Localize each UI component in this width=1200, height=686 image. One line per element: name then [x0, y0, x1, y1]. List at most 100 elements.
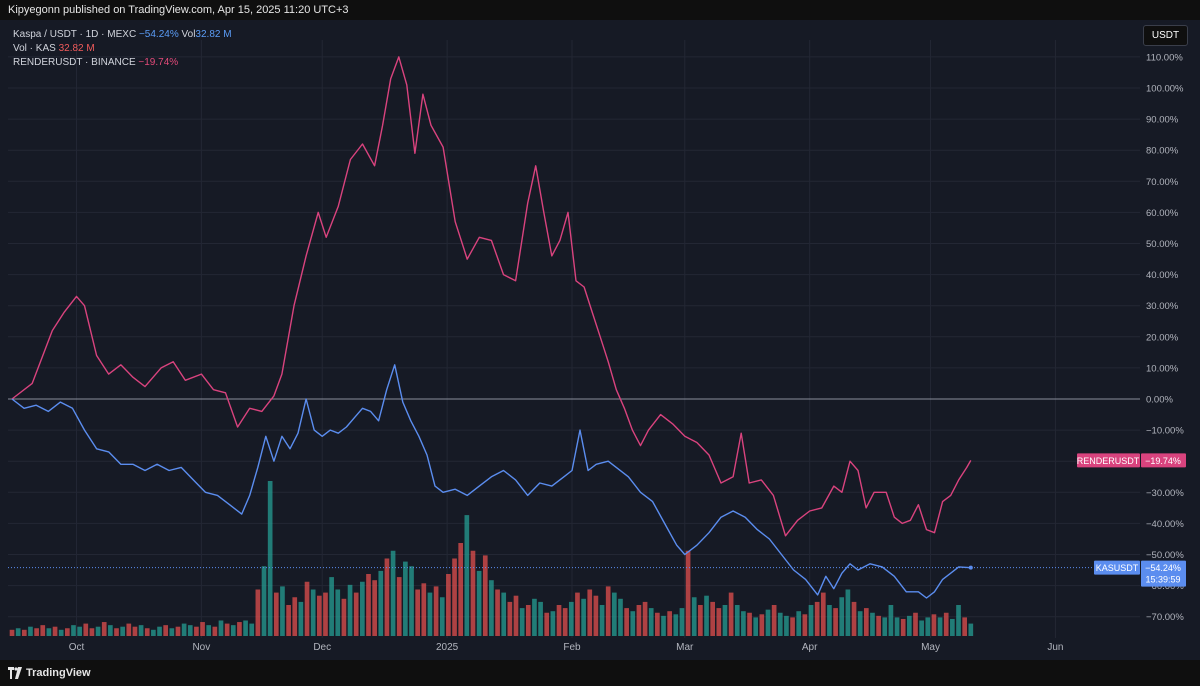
volume-bar: [943, 612, 949, 636]
second-symbol: RENDERUSDT · BINANCE: [13, 57, 136, 68]
grid-lines: [8, 40, 1140, 638]
volume-bar: [243, 620, 248, 636]
x-tick-label: Jun: [1047, 642, 1063, 653]
volume-bar: [661, 615, 666, 636]
volume-bar: [612, 592, 617, 636]
volume-bar: [839, 597, 845, 636]
volume-bar: [470, 550, 476, 636]
volume-bar: [550, 611, 556, 636]
legend-second-row[interactable]: RENDERUSDT · BINANCE −19.74%: [13, 56, 232, 70]
volume-bar: [249, 623, 255, 636]
volume-bar: [83, 623, 89, 636]
volume-bar: [40, 625, 46, 636]
legend-main-row[interactable]: Kaspa / USDT · 1D · MEXC −54.24% Vol32.8…: [13, 28, 232, 42]
y-tick-label: 110.00%: [1146, 52, 1183, 63]
volume-bar: [501, 592, 507, 636]
volume-bar: [372, 580, 377, 636]
volume-bar: [704, 595, 709, 636]
volume-bar: [587, 589, 593, 636]
volume-bar: [384, 558, 390, 636]
volume-bar: [212, 626, 218, 636]
volume-bar: [378, 570, 384, 636]
volume-bar: [624, 608, 629, 636]
volume-bar: [335, 589, 341, 636]
volume-bar: [962, 617, 967, 636]
render-value-tag-text: −19.74%: [1145, 456, 1181, 466]
volume-bar: [181, 623, 187, 636]
volume-bar: [618, 598, 623, 636]
volume-bar: [224, 623, 230, 636]
y-tick-label: −10.00%: [1146, 426, 1184, 437]
volume-bar: [820, 592, 826, 636]
volume-bar: [396, 577, 402, 636]
second-change: −19.74%: [138, 57, 179, 68]
kas-value-tag: [1141, 560, 1186, 587]
volume-bar: [876, 615, 881, 636]
volume-bars: [9, 481, 974, 636]
volume-bar: [507, 601, 513, 636]
volume-bar: [353, 592, 359, 636]
volume-bar: [630, 611, 636, 636]
publish-text: Kipyegonn published on TradingView.com, …: [8, 4, 349, 16]
x-tick-label: Dec: [313, 642, 331, 653]
volume-bar: [273, 592, 279, 636]
volume-bar: [286, 605, 291, 636]
render-name-tag: [1077, 453, 1140, 468]
x-tick-label: Feb: [563, 642, 581, 653]
volume-bar: [777, 612, 783, 636]
volume-bar: [857, 611, 863, 636]
currency-unit-button[interactable]: USDT: [1143, 25, 1188, 46]
volume-bar: [439, 597, 445, 636]
volume-bar: [808, 605, 814, 636]
volume-bar: [175, 626, 181, 636]
legend-volume-row[interactable]: Vol · KAS 32.82 M: [13, 42, 232, 56]
volume-bar: [267, 481, 273, 636]
x-tick-label: Oct: [69, 642, 85, 653]
volume-bar: [538, 601, 543, 636]
volume-bar: [925, 617, 931, 636]
y-tick-label: 90.00%: [1146, 115, 1179, 126]
volume-bar: [169, 628, 175, 636]
volume-bar: [403, 561, 408, 636]
main-vol-label: Vol: [181, 29, 196, 40]
volume-bar: [144, 628, 150, 636]
volume-bar: [759, 614, 765, 636]
volume-bar: [200, 622, 205, 636]
volume-bar: [157, 626, 162, 636]
volume-bar: [194, 626, 199, 636]
volume-bar: [230, 625, 236, 636]
volume-bar: [304, 581, 310, 636]
y-tick-label: −40.00%: [1146, 519, 1184, 530]
y-axis: 110.00% 100.00% 90.00% 80.00% 70.00% 60.00% 50…: [1146, 52, 1184, 623]
volume-bar: [433, 586, 439, 636]
chart-area[interactable]: 110.00% 100.00% 90.00% 80.00% 70.00% 60.00% 50…: [0, 20, 1200, 660]
volume-bar: [771, 605, 777, 636]
volume-bar: [790, 617, 795, 636]
volume-bar: [642, 601, 648, 636]
y-tick-label: 0.00%: [1146, 395, 1173, 406]
y-tick-label: −70.00%: [1146, 612, 1184, 623]
y-tick-label: −30.00%: [1146, 488, 1184, 499]
volume-bar: [46, 628, 52, 636]
volume-bar: [556, 605, 562, 636]
volume-bar: [409, 566, 414, 636]
chart-canvas[interactable]: 110.00% 100.00% 90.00% 80.00% 70.00% 60.00% 50…: [0, 20, 1200, 660]
brand-name: TradingView: [26, 667, 91, 679]
volume-bar: [329, 577, 334, 636]
x-tick-label: Apr: [802, 642, 818, 653]
render-name-tag-text: RENDERUSDT: [1077, 456, 1140, 466]
volume-bar: [698, 605, 703, 636]
price-tags: RENDERUSDT −19.74% KASUSDT −54.24% 15:39:59: [1077, 453, 1186, 587]
y-tick-label: 20.00%: [1146, 332, 1179, 343]
volume-bar: [65, 628, 70, 636]
volume-bar: [741, 611, 746, 636]
volume-bar: [452, 558, 457, 636]
volume-bar: [655, 612, 660, 636]
volume-bar: [900, 618, 906, 636]
volume-bar: [685, 550, 691, 636]
volume-bar: [519, 608, 525, 636]
volume-bar: [163, 625, 169, 636]
volume-bar: [360, 581, 365, 636]
volume-bar: [218, 620, 224, 636]
series-lines: [8, 56, 1140, 599]
